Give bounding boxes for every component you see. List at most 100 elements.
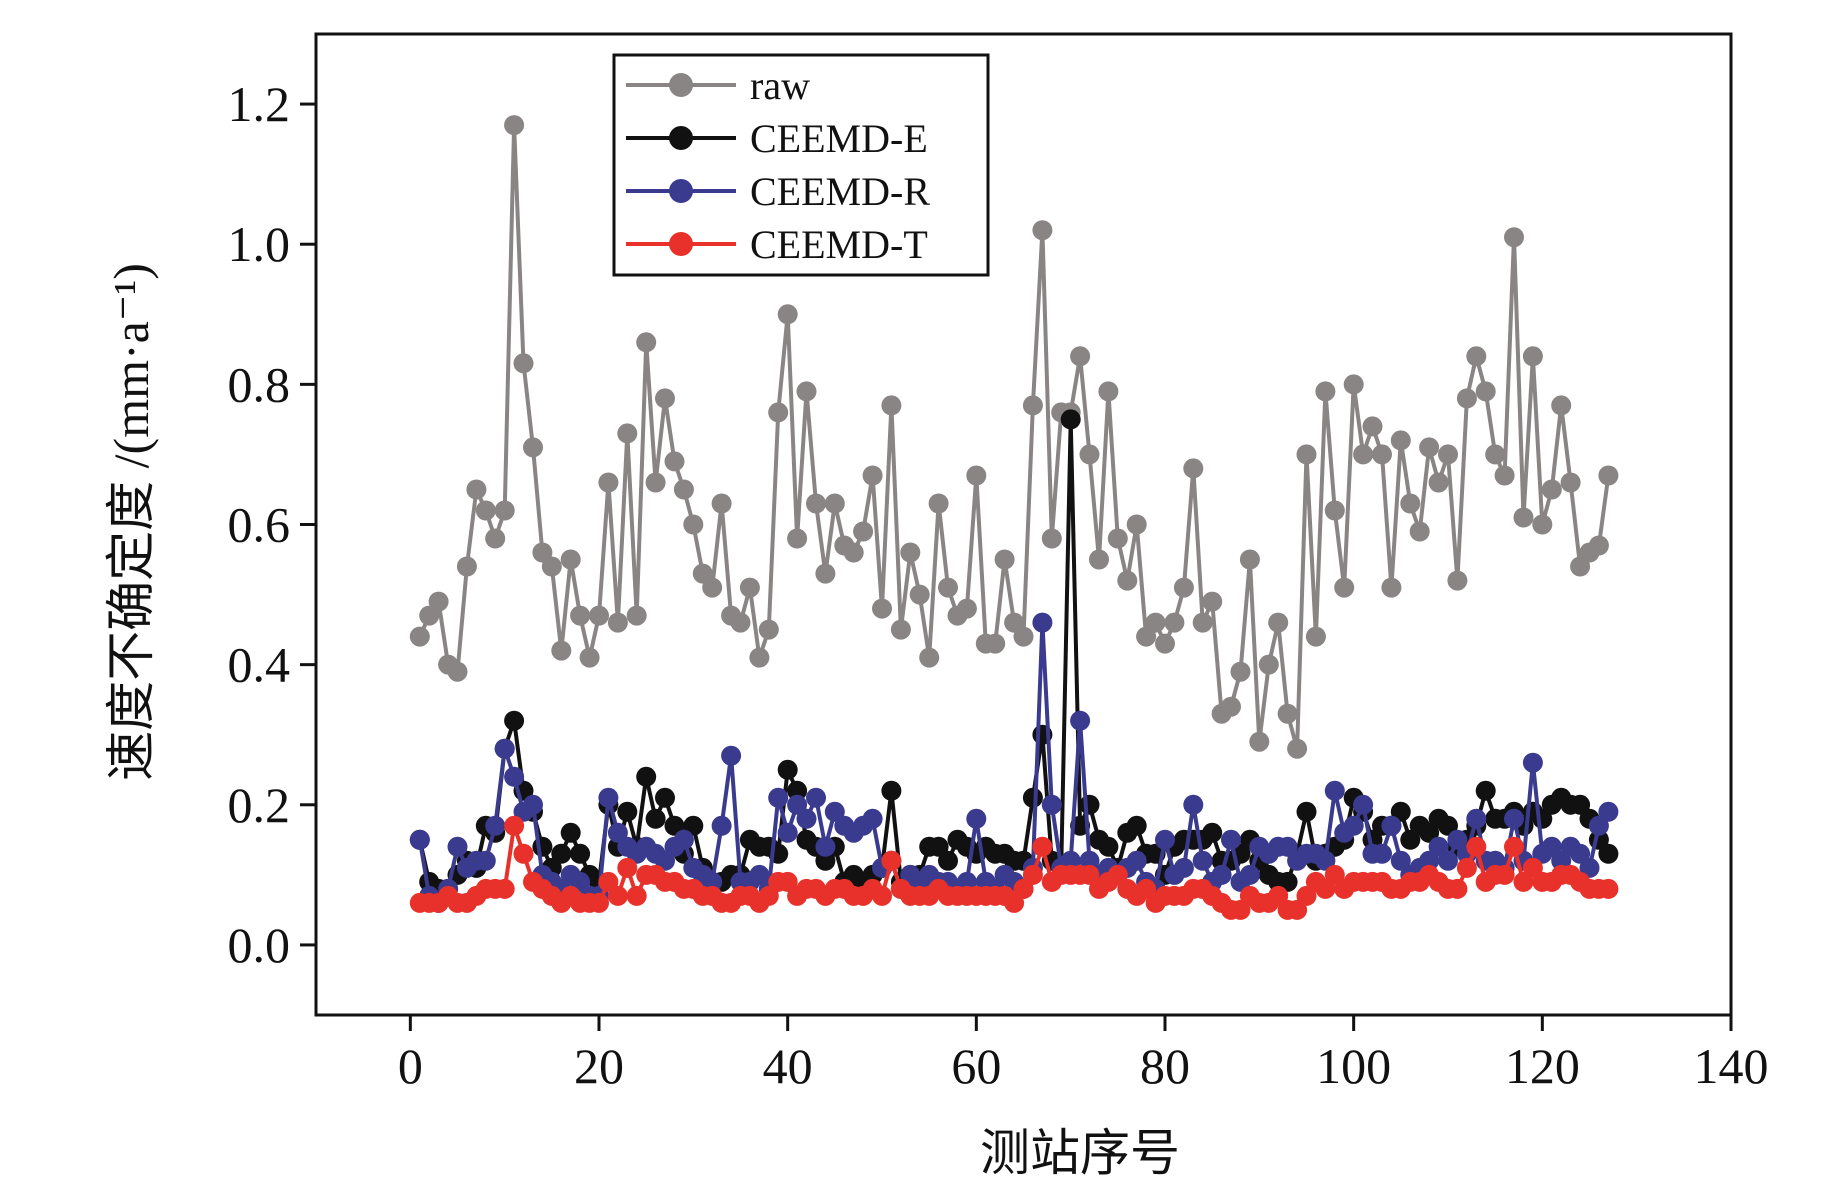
data-point [1041, 528, 1062, 549]
data-point [655, 388, 675, 409]
data-point [513, 353, 534, 374]
legend-label: CEEMD-R [750, 169, 930, 214]
data-point [1588, 815, 1609, 836]
data-point [1466, 808, 1487, 829]
y-tick-label: 1.2 [228, 76, 291, 132]
data-point [928, 493, 949, 514]
data-point [758, 619, 779, 640]
legend-swatch-marker [669, 126, 693, 150]
x-tick-label: 40 [763, 1038, 813, 1094]
data-point [928, 836, 949, 857]
data-point [919, 647, 940, 668]
data-point [673, 479, 694, 500]
data-point [617, 801, 638, 822]
data-point [1183, 458, 1204, 479]
legend-item-ceemd-r: CEEMD-R [626, 169, 930, 214]
data-point [1381, 577, 1402, 598]
data-point [1353, 794, 1374, 815]
series-ceemd-t [409, 815, 1619, 920]
data-point [1372, 843, 1392, 864]
data-point [617, 857, 638, 878]
data-point [890, 619, 911, 640]
data-point [1164, 612, 1185, 633]
x-tick-label: 60 [951, 1038, 1001, 1094]
data-point [409, 626, 430, 647]
data-point [1522, 752, 1543, 773]
data-point [1447, 829, 1468, 850]
data-point [494, 878, 515, 899]
data-point [504, 115, 525, 136]
data-point [711, 815, 732, 836]
data-point [560, 822, 581, 843]
y-axis-title: 速度不确定度 /(mm·a⁻¹) [103, 263, 159, 781]
data-point [1173, 577, 1194, 598]
data-point [768, 787, 789, 808]
data-point [1032, 836, 1053, 857]
data-point [1098, 381, 1119, 402]
data-point [523, 794, 543, 815]
data-point [1126, 850, 1147, 871]
data-point [1579, 857, 1600, 878]
data-point [1372, 444, 1392, 465]
data-point [1315, 381, 1336, 402]
data-point [1126, 815, 1147, 836]
data-point [1079, 794, 1100, 815]
data-point [475, 500, 496, 521]
data-point [1230, 899, 1251, 920]
data-point [1324, 780, 1345, 801]
data-point [1296, 444, 1317, 465]
data-point [909, 584, 930, 605]
data-point [1438, 850, 1458, 871]
data-point [749, 864, 770, 885]
data-point [806, 493, 826, 514]
data-point [607, 612, 628, 633]
legend: raw CEEMD-E CEEMD-R CEEMD-T [612, 53, 990, 277]
data-point [994, 549, 1015, 570]
data-point [1032, 612, 1053, 633]
data-point [523, 437, 543, 458]
data-point [513, 843, 534, 864]
data-point [570, 843, 591, 864]
data-point [702, 871, 723, 892]
data-point [598, 472, 619, 493]
data-point [881, 395, 902, 416]
data-point [456, 556, 477, 577]
data-point [504, 815, 525, 836]
data-point [872, 885, 892, 906]
data-point [475, 850, 496, 871]
data-point [1456, 857, 1477, 878]
data-point [551, 843, 572, 864]
y-tick-label: 0.6 [228, 497, 291, 553]
data-point [1513, 507, 1534, 528]
data-point [1570, 843, 1591, 864]
legend-item-ceemd-t: CEEMD-T [626, 222, 928, 267]
data-point [683, 514, 704, 535]
data-point [1419, 850, 1440, 871]
data-point [1343, 374, 1364, 395]
data-point [787, 780, 808, 801]
data-point [787, 528, 808, 549]
data-point [1466, 346, 1487, 367]
data-point [1598, 801, 1619, 822]
data-point [796, 808, 817, 829]
data-point [721, 745, 742, 766]
data-point [636, 332, 657, 353]
data-point [1532, 514, 1553, 535]
data-point [1249, 731, 1270, 752]
data-point [655, 850, 675, 871]
data-point [1570, 794, 1591, 815]
series-raw [409, 115, 1619, 759]
x-tick-label: 80 [1140, 1038, 1190, 1094]
data-point [1268, 885, 1289, 906]
data-point [1324, 500, 1345, 521]
data-point [541, 556, 562, 577]
data-point [570, 871, 591, 892]
data-point [843, 542, 864, 563]
data-point [504, 766, 525, 787]
data-point [1438, 444, 1458, 465]
data-point [1598, 878, 1619, 899]
y-tick-label: 0.4 [228, 637, 291, 693]
data-point [758, 885, 779, 906]
data-point [1173, 857, 1194, 878]
data-point [938, 577, 958, 598]
